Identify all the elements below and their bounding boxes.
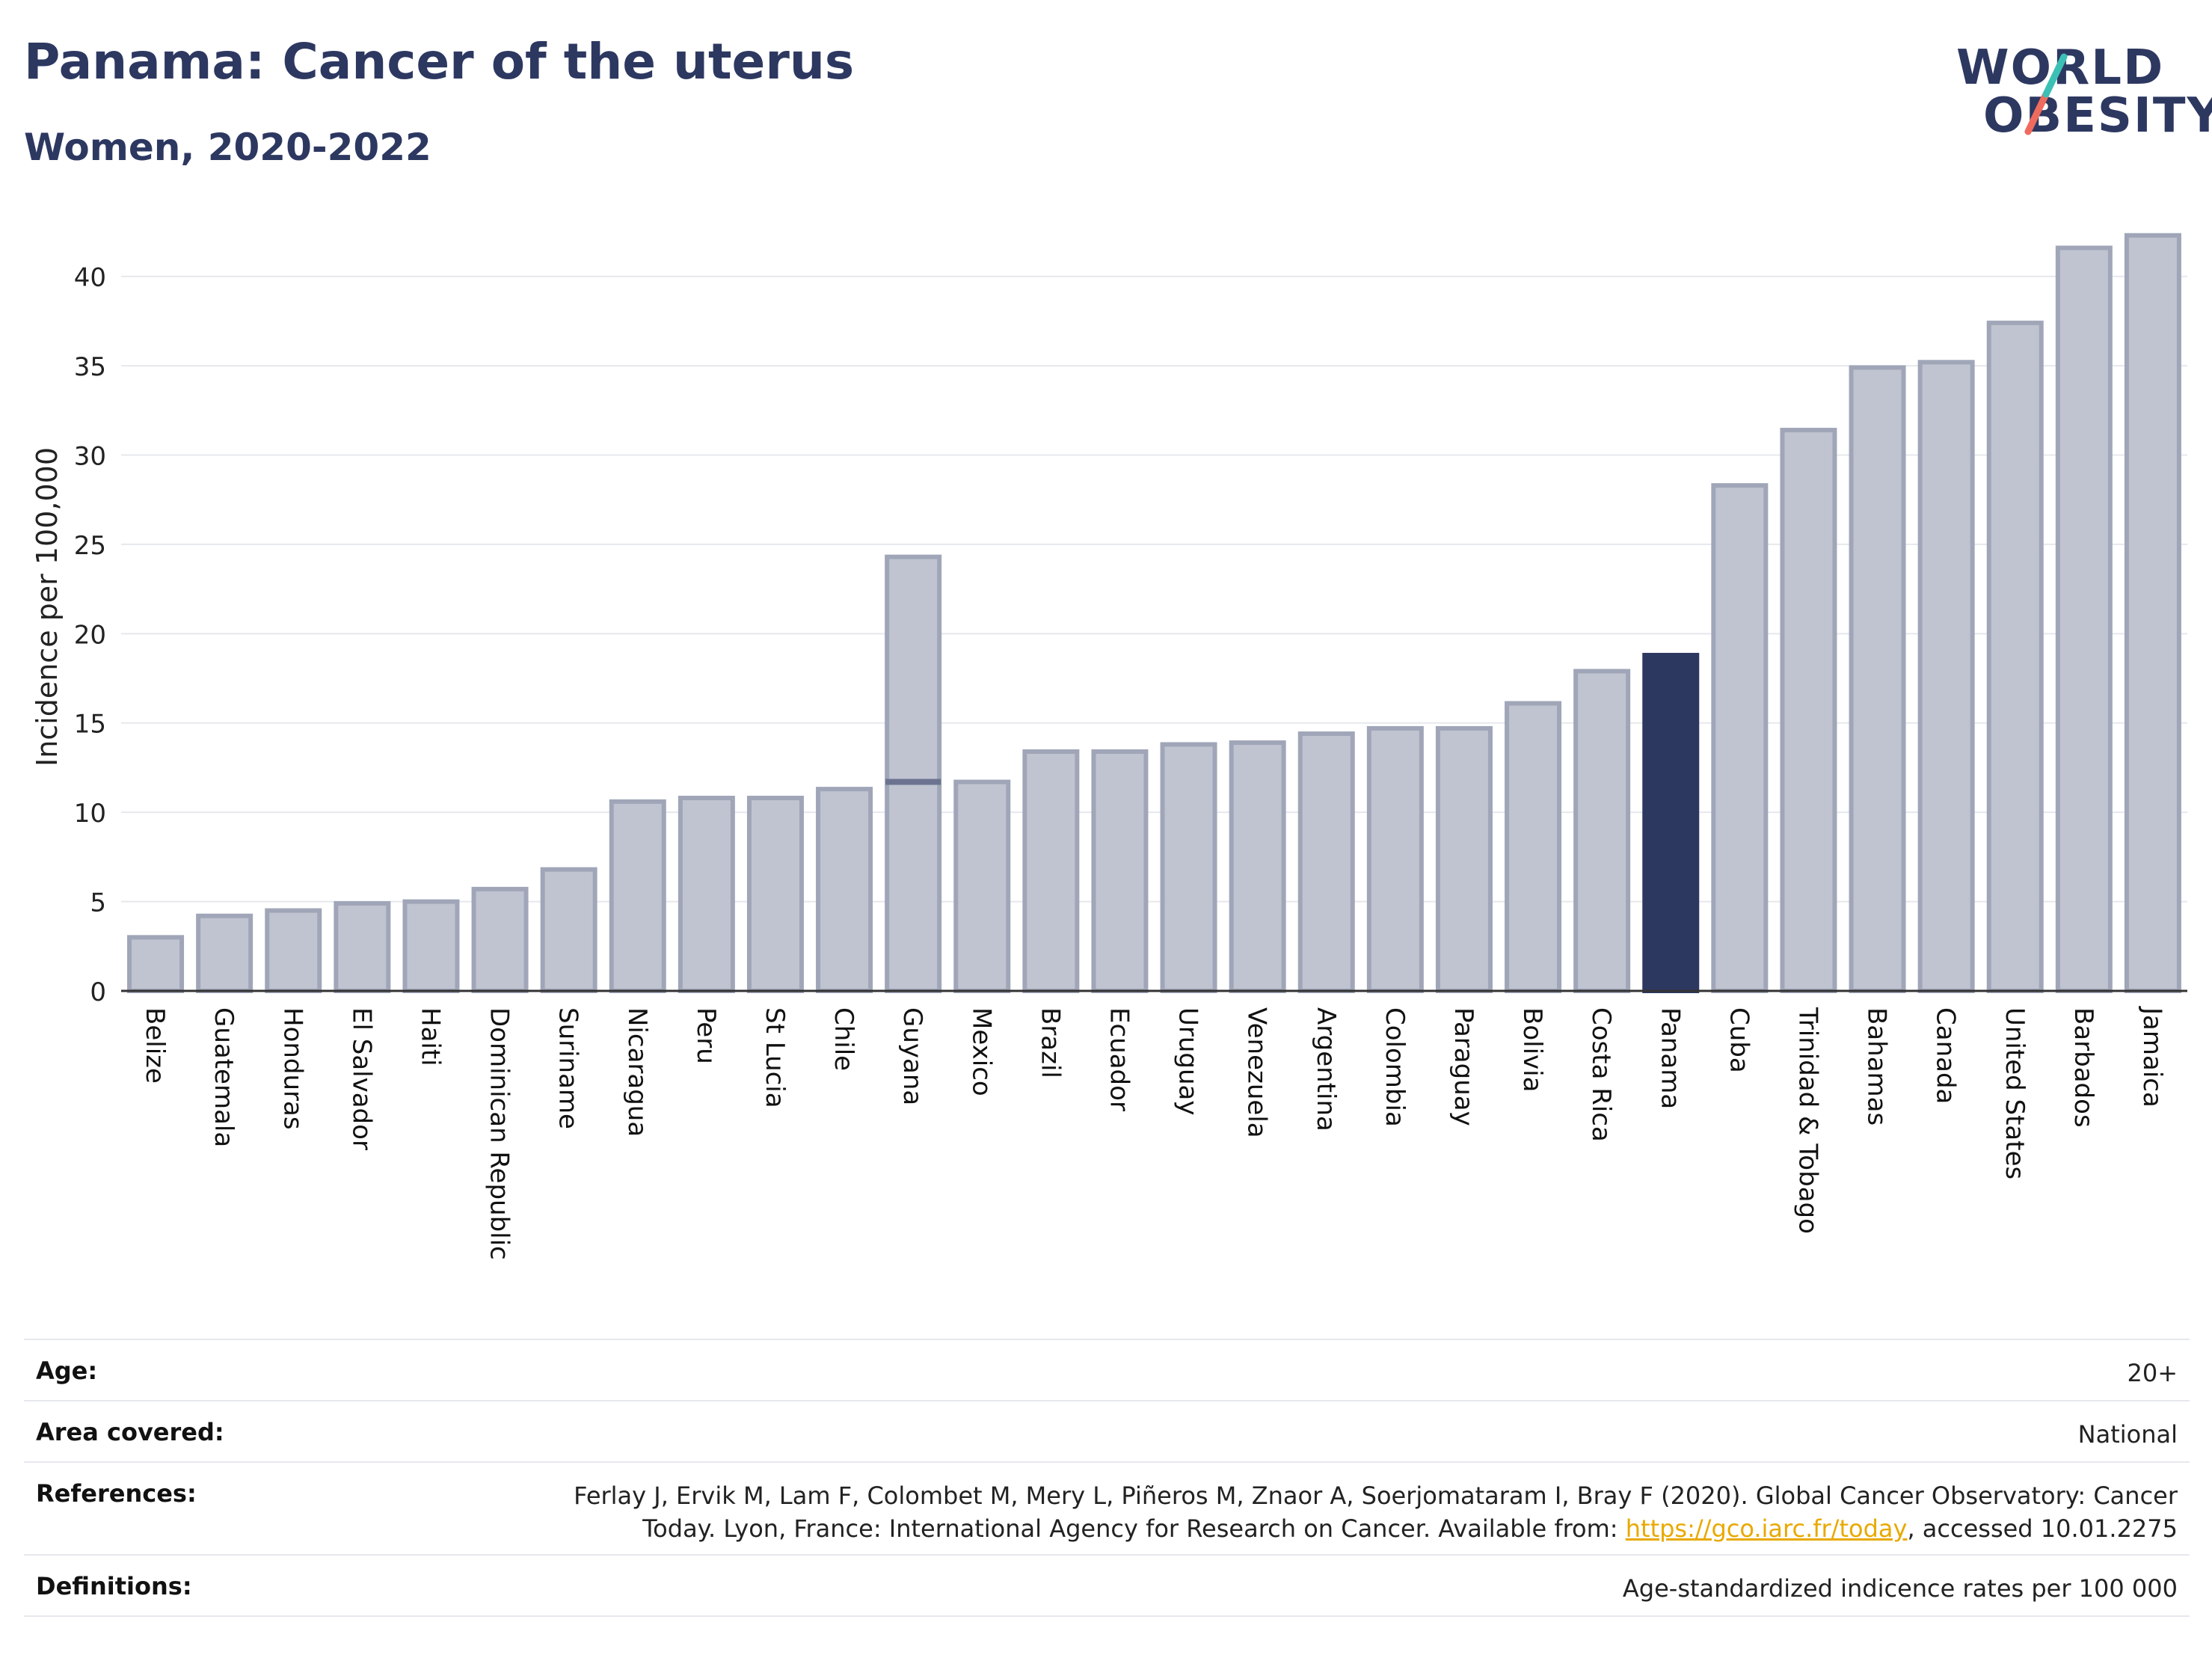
bar	[1229, 740, 1286, 994]
y-axis-title: Incidence per 100,000	[31, 447, 64, 767]
bar	[953, 779, 1011, 994]
x-tick-label: Haiti	[415, 1007, 445, 1066]
x-tick-label: Chile	[829, 1007, 858, 1071]
bar	[334, 900, 391, 994]
meta-row-area: Area covered: National	[24, 1400, 2190, 1463]
bar	[1849, 365, 1906, 994]
bar	[1366, 725, 1424, 993]
y-tick-label: 15	[74, 710, 106, 740]
x-tick-label: El Salvador	[346, 1007, 376, 1150]
x-tick-label: Belize	[140, 1007, 170, 1084]
x-tick-label: Dominican Republic	[485, 1007, 514, 1260]
references-label: References:	[36, 1479, 197, 1508]
x-tick-label: Mexico	[966, 1007, 996, 1096]
x-tick-label: Jamaica	[2137, 1006, 2167, 1108]
bar	[471, 886, 529, 993]
logo-slash-icon	[2024, 53, 2068, 135]
x-tick-label: Colombia	[1380, 1007, 1410, 1127]
bar	[678, 796, 735, 993]
y-tick-label: 0	[90, 977, 106, 1007]
meta-bottom-rule	[24, 1615, 2190, 1617]
meta-row-definitions: Definitions: Age-standardized indicence …	[24, 1554, 2190, 1617]
page-subtitle: Women, 2020-2022	[24, 126, 431, 169]
definitions-label: Definitions:	[36, 1572, 192, 1600]
x-tick-label: Nicaragua	[622, 1007, 652, 1137]
y-tick-label: 20	[74, 620, 106, 650]
bar	[1505, 701, 1562, 993]
x-tick-label: Trinidad & Tobago	[1792, 1007, 1822, 1234]
bar	[1022, 749, 1080, 993]
x-tick-label: Argentina	[1311, 1007, 1341, 1132]
bar	[1780, 428, 1837, 993]
x-tick-label: Guatemala	[209, 1007, 239, 1147]
x-tick-label: Peru	[691, 1007, 721, 1064]
bar	[746, 796, 804, 993]
x-tick-label: Panama	[1655, 1007, 1685, 1109]
bar	[2124, 233, 2181, 993]
y-tick-label: 5	[90, 888, 106, 918]
area-value: National	[2077, 1420, 2178, 1449]
y-tick-label: 35	[74, 352, 106, 382]
bar	[402, 899, 460, 994]
x-tick-label: Uruguay	[1173, 1007, 1203, 1116]
x-tick-label: Bahamas	[1862, 1007, 1892, 1126]
age-label: Age:	[36, 1357, 98, 1385]
x-tick-label: St Lucia	[760, 1007, 790, 1108]
bar	[1986, 320, 2044, 993]
bar	[127, 935, 185, 993]
references-text: Ferlay J, Ervik M, Lam F, Colombet M, Me…	[574, 1479, 2178, 1545]
y-tick-label: 25	[74, 531, 106, 561]
bar	[265, 908, 322, 993]
logo-text-line2: OBESITY	[1983, 88, 2212, 144]
references-line2: Today. Lyon, France: International Agenc…	[574, 1512, 2178, 1545]
definitions-value: Age-standardized indicence rates per 100…	[1622, 1574, 2178, 1603]
bar	[1642, 652, 1700, 993]
age-value: 20+	[2127, 1359, 2178, 1387]
bar	[1091, 749, 1149, 993]
y-tick-label: 10	[74, 799, 106, 829]
meta-row-references: References: Ferlay J, Ervik M, Lam F, Co…	[24, 1461, 2190, 1556]
bar	[885, 554, 942, 993]
area-label: Area covered:	[36, 1418, 224, 1446]
x-tick-label: Canada	[1931, 1007, 1961, 1104]
bar	[196, 913, 254, 993]
bar	[1573, 669, 1631, 993]
x-tick-label: Suriname	[553, 1007, 583, 1129]
bar	[2055, 245, 2113, 994]
meta-row-age: Age: 20+	[24, 1339, 2190, 1401]
x-tick-label: Paraguay	[1448, 1007, 1478, 1126]
x-tick-label: Cuba	[1724, 1007, 1754, 1073]
references-line1: Ferlay J, Ervik M, Lam F, Colombet M, Me…	[574, 1481, 2178, 1510]
x-tick-label: United States	[2000, 1007, 2030, 1179]
bar	[1711, 483, 1769, 993]
bar	[1160, 742, 1217, 993]
references-line2-post: , accessed 10.01.2275	[1907, 1514, 2178, 1543]
references-link[interactable]: https://gco.iarc.fr/today	[1625, 1514, 1908, 1543]
bar	[1917, 360, 1975, 993]
y-tick-label: 40	[74, 263, 106, 293]
x-tick-label: Bolivia	[1517, 1007, 1547, 1092]
bar	[540, 867, 597, 993]
x-tick-label: Guyana	[897, 1007, 927, 1105]
bar	[609, 799, 666, 994]
bar	[816, 787, 873, 993]
references-line2-pre: Today. Lyon, France: International Agenc…	[642, 1514, 1626, 1543]
y-tick-label: 30	[74, 441, 106, 471]
x-tick-label: Costa Rica	[1586, 1007, 1616, 1142]
x-tick-label: Brazil	[1035, 1007, 1065, 1078]
page-title: Panama: Cancer of the uterus	[24, 33, 855, 90]
x-tick-label: Venezuela	[1242, 1007, 1272, 1138]
x-tick-label: Ecuador	[1104, 1007, 1134, 1111]
bar	[1297, 731, 1355, 993]
bar	[1435, 725, 1493, 993]
world-obesity-logo: WORLD OBESITY	[1944, 36, 2212, 163]
bar-chart: 0 5 10 15 20 25 30 35 40 Incidence per 100,000 Bel…	[31, 233, 2187, 1260]
x-tick-label: Honduras	[277, 1007, 307, 1130]
x-tick-label: Barbados	[2068, 1007, 2098, 1128]
